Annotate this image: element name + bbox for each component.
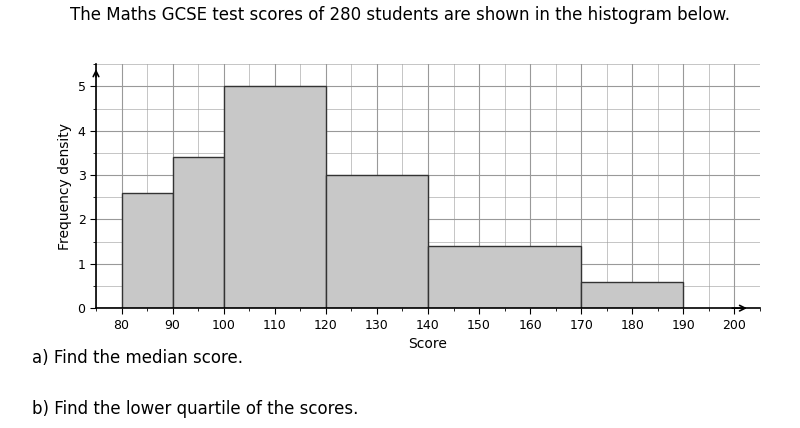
Bar <box>224 86 326 308</box>
Bar <box>582 282 683 308</box>
Text: The Maths GCSE test scores of 280 students are shown in the histogram below.: The Maths GCSE test scores of 280 studen… <box>70 6 730 24</box>
Text: b) Find the lower quartile of the scores.: b) Find the lower quartile of the scores… <box>32 400 358 418</box>
Y-axis label: Frequency density: Frequency density <box>58 123 72 250</box>
X-axis label: Score: Score <box>409 337 447 351</box>
Bar <box>173 158 224 308</box>
Bar <box>122 193 173 308</box>
Bar <box>326 175 428 308</box>
Text: a) Find the median score.: a) Find the median score. <box>32 349 243 367</box>
Bar <box>428 246 582 308</box>
